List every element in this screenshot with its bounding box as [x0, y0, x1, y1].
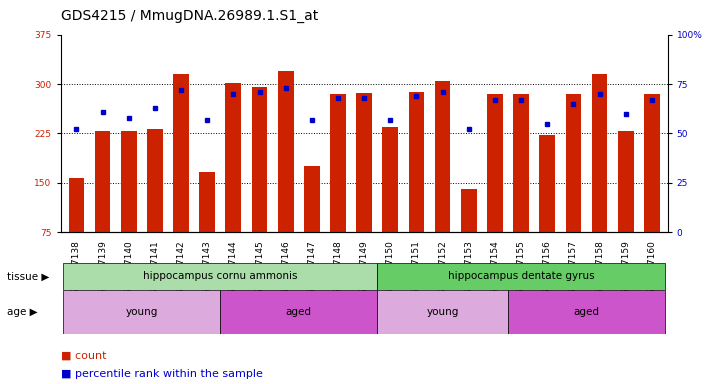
Text: GSM297153: GSM297153: [464, 240, 473, 295]
Text: GSM297156: GSM297156: [543, 240, 552, 295]
Text: GSM297157: GSM297157: [569, 240, 578, 295]
Bar: [618, 131, 633, 232]
Bar: [64, 290, 220, 334]
Text: GSM297140: GSM297140: [124, 240, 134, 295]
Bar: [278, 71, 293, 232]
Text: GSM297148: GSM297148: [333, 240, 343, 295]
Bar: [220, 290, 377, 334]
Text: GSM297146: GSM297146: [281, 240, 290, 295]
Text: GSM297160: GSM297160: [648, 240, 656, 295]
Bar: [644, 94, 660, 232]
Text: hippocampus dentate gyrus: hippocampus dentate gyrus: [448, 271, 595, 281]
Text: hippocampus cornu ammonis: hippocampus cornu ammonis: [143, 271, 298, 281]
Text: GSM297139: GSM297139: [98, 240, 107, 295]
Bar: [435, 81, 451, 232]
Bar: [377, 263, 665, 290]
Text: GSM297141: GSM297141: [151, 240, 159, 295]
Text: GSM297145: GSM297145: [255, 240, 264, 295]
Text: GSM297150: GSM297150: [386, 240, 395, 295]
Bar: [95, 131, 111, 232]
Text: ■ percentile rank within the sample: ■ percentile rank within the sample: [61, 369, 263, 379]
Bar: [487, 94, 503, 232]
Bar: [147, 129, 163, 232]
Text: young: young: [426, 307, 459, 317]
Bar: [592, 74, 608, 232]
Text: GSM297142: GSM297142: [176, 240, 186, 295]
Bar: [251, 87, 267, 232]
Text: tissue ▶: tissue ▶: [7, 271, 49, 281]
Bar: [377, 290, 508, 334]
Text: ■ count: ■ count: [61, 350, 106, 360]
Text: GSM297144: GSM297144: [229, 240, 238, 295]
Text: aged: aged: [286, 307, 312, 317]
Bar: [508, 290, 665, 334]
Text: GSM297143: GSM297143: [203, 240, 211, 295]
Bar: [174, 74, 189, 232]
Bar: [461, 189, 477, 232]
Text: GSM297158: GSM297158: [595, 240, 604, 295]
Bar: [330, 94, 346, 232]
Bar: [304, 166, 320, 232]
Text: GSM297154: GSM297154: [491, 240, 499, 295]
Bar: [356, 93, 372, 232]
Bar: [121, 131, 136, 232]
Bar: [539, 135, 555, 232]
Bar: [69, 178, 84, 232]
Text: GSM297149: GSM297149: [360, 240, 368, 295]
Text: age ▶: age ▶: [7, 307, 38, 317]
Bar: [226, 83, 241, 232]
Text: GDS4215 / MmugDNA.26989.1.S1_at: GDS4215 / MmugDNA.26989.1.S1_at: [61, 9, 318, 23]
Text: young: young: [126, 307, 158, 317]
Bar: [199, 172, 215, 232]
Bar: [383, 127, 398, 232]
Text: GSM297138: GSM297138: [72, 240, 81, 295]
Text: GSM297151: GSM297151: [412, 240, 421, 295]
Bar: [408, 92, 424, 232]
Text: GSM297159: GSM297159: [621, 240, 630, 295]
Text: GSM297152: GSM297152: [438, 240, 447, 295]
Text: GSM297155: GSM297155: [517, 240, 526, 295]
Bar: [565, 94, 581, 232]
Text: GSM297147: GSM297147: [307, 240, 316, 295]
Bar: [64, 263, 377, 290]
Text: aged: aged: [573, 307, 600, 317]
Bar: [513, 94, 529, 232]
